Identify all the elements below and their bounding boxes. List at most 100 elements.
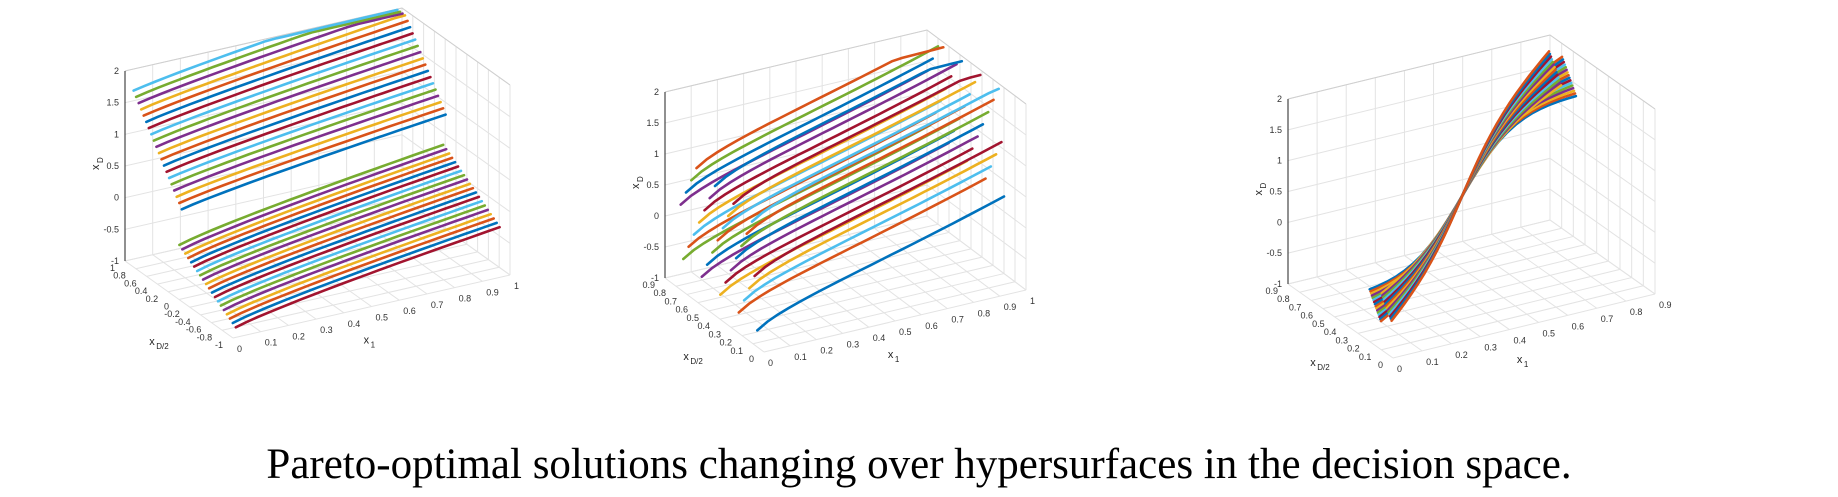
x-tick-label: 0.2 [820, 346, 833, 356]
wall-grid-line [1287, 96, 1656, 172]
pareto-solution-curve [745, 98, 995, 236]
y-tick-label: 0.2 [1347, 344, 1360, 354]
pareto-solution-curve [724, 147, 974, 284]
floor-grid-line [717, 265, 817, 341]
pareto-solution-curve [690, 45, 940, 182]
wall-grid-line [664, 122, 1027, 198]
pareto-solution-curve [708, 62, 958, 200]
x-tick-label: 0.7 [951, 315, 964, 325]
floor-grid-line [719, 256, 983, 320]
y-tick-label: -0.4 [175, 317, 191, 327]
pareto-solution-curve [742, 165, 993, 302]
z-tick-label: 0.5 [1269, 187, 1282, 197]
pareto-solution-curve [195, 169, 463, 273]
pareto-solution-curve [228, 217, 495, 320]
pareto-solution-curve [142, 19, 409, 117]
x-axis-label: x [888, 349, 894, 361]
pareto-solution-curve [137, 12, 404, 105]
wall-grid-line [664, 29, 1027, 105]
pareto-solution-curve [740, 110, 990, 248]
pareto-solution-curve [139, 14, 407, 111]
z-tick-label: 2 [654, 87, 659, 97]
y-axis-label: x [683, 351, 689, 363]
floor-grid-line [1381, 285, 1644, 351]
pareto-solution-curve [210, 191, 478, 294]
x-tick-label: 0 [237, 344, 242, 354]
x-axis-label: x [1517, 354, 1523, 366]
floor-grid-line [1433, 248, 1539, 323]
x-axis-label-subscript: 1 [1524, 360, 1529, 369]
z-tick-label: -1 [1274, 279, 1282, 289]
y-tick-label: 0.3 [1335, 335, 1348, 345]
pareto-solution-curve [732, 73, 982, 206]
y-axis-label: x [149, 336, 155, 348]
wall-grid-line [1287, 126, 1656, 202]
pareto-solution-curve [192, 165, 460, 268]
x-tick-label: 0.1 [1426, 357, 1439, 367]
y-tick-label: 0 [749, 354, 754, 364]
y-tick-label: 0.2 [719, 338, 732, 348]
z-axis-label-subscript: D [96, 157, 105, 163]
pareto-solution-curve [721, 93, 971, 230]
pareto-solution-curve [187, 156, 454, 260]
x-tick-label: 0.8 [1630, 307, 1643, 317]
y-axis-label-subscript: D/2 [1317, 363, 1330, 372]
x-tick-label: 0.9 [486, 287, 499, 297]
pareto-solution-curve [167, 82, 435, 180]
pareto-solution-curve [234, 225, 501, 329]
wall-grid-line [124, 39, 511, 118]
pareto-solution-curve [147, 32, 414, 130]
x-tick-label: 0.4 [873, 333, 886, 343]
floor-grid-line [1520, 226, 1627, 302]
chart-3-svg: 00.10.20.30.40.50.60.70.80.900.10.20.30.… [1253, 34, 1672, 374]
pareto-solution-curve [225, 212, 492, 316]
z-tick-label: 0 [114, 193, 119, 203]
x-tick-label: 0.9 [1659, 300, 1672, 310]
floor-grid-line [1375, 262, 1481, 338]
y-tick-label: 0.5 [686, 313, 699, 323]
chart-1-svg: 00.10.20.30.40.50.60.70.80.91-1-0.8-0.6-… [90, 7, 519, 354]
x-tick-label: 0.8 [978, 308, 991, 318]
pareto-solution-curve [157, 57, 425, 155]
pareto-solution-curve [162, 69, 430, 167]
wall-grid-line [1287, 219, 1656, 295]
y-tick-label: 0.8 [653, 288, 666, 298]
x-tick-label: 0.4 [348, 319, 361, 329]
z-axis-label: x [90, 164, 102, 170]
y-tick-label: 0.9 [1265, 286, 1278, 296]
pareto-solution-curve [753, 140, 1003, 278]
pareto-solution-curve [213, 195, 481, 299]
pareto-solution-curve [737, 177, 987, 314]
y-tick-label: 0.1 [730, 346, 743, 356]
wall-grid-line [1287, 188, 1656, 264]
z-tick-label: -0.5 [103, 224, 119, 234]
wall-grid-line [1287, 34, 1656, 110]
pareto-solution-curve [713, 59, 964, 188]
z-tick-label: 0.5 [106, 161, 119, 171]
y-tick-label: -0.8 [197, 332, 213, 342]
y-tick-label: 0.1 [1359, 352, 1372, 362]
pareto-solution-curve [695, 46, 945, 170]
y-tick-label: 0.9 [642, 280, 655, 290]
pareto-solution-curve [160, 63, 427, 161]
y-tick-label: 0.7 [664, 296, 677, 306]
chart-panel-1: 0 0.1 0.2 0.3 0.4 0.5 0.6 0.7 0.8 0.9 1 -1 -0.8 -0.6-… [0, 0, 600, 430]
pareto-solution-curve [750, 87, 1000, 223]
pareto-solution-curve [178, 107, 445, 205]
floor-grid-line [675, 223, 939, 287]
floor-grid-line [690, 271, 791, 347]
floor-grid-line [900, 221, 1001, 297]
z-tick-label: 1 [1277, 156, 1282, 166]
x-tick-label: 0.1 [265, 338, 278, 348]
y-tick-label: 0.6 [124, 278, 137, 288]
pareto-solution-curve [145, 25, 412, 124]
x-tick-label: 0.5 [1543, 328, 1556, 338]
floor-grid-line [222, 266, 500, 331]
z-tick-label: -1 [651, 273, 659, 283]
z-tick-label: 0.5 [646, 180, 659, 190]
pareto-solution-curve [1390, 50, 1551, 322]
floor-grid-line [664, 277, 765, 353]
x-tick-label: 1 [1030, 296, 1035, 306]
pareto-solution-curve [729, 135, 979, 272]
pareto-solution-curve [155, 50, 422, 149]
